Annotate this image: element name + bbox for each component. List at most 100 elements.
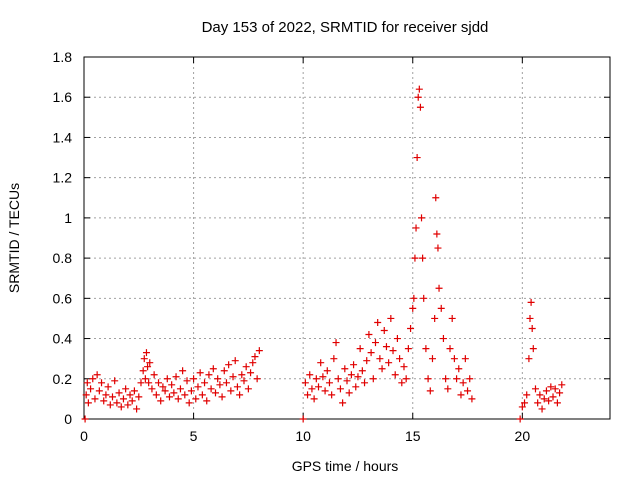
data-point [104,383,112,391]
data-point [247,369,255,377]
data-point [385,359,393,367]
data-point [343,377,351,385]
data-point [207,385,215,393]
data-point [428,355,436,363]
y-tick-label: 0.6 [53,290,73,306]
data-point [339,399,347,407]
data-point [459,379,467,387]
data-point [83,379,91,387]
data-point [91,395,99,403]
data-point [350,361,358,369]
data-point [545,397,553,405]
data-point [354,373,362,381]
data-point [310,395,318,403]
data-point [301,379,309,387]
data-point [115,389,123,397]
data-point [347,371,355,379]
data-point [409,304,417,312]
data-point [255,347,263,355]
data-point [144,363,152,371]
data-point [93,371,101,379]
data-point [404,345,412,353]
x-tick-label: 10 [295,428,311,444]
data-point [361,379,369,387]
data-point [102,391,110,399]
data-point [325,379,333,387]
data-point [308,385,316,393]
data-point [141,375,149,383]
data-point [410,294,418,302]
data-point [434,244,442,252]
data-point [176,385,184,393]
data-point [192,395,200,403]
data-point [165,393,173,401]
data-point [82,391,90,399]
data-point [516,415,524,423]
data-point [190,375,198,383]
data-point [446,345,454,353]
data-point [128,397,136,405]
data-point [529,345,537,353]
data-point [365,331,373,339]
data-point [448,314,456,322]
data-point [411,254,419,262]
data-point [378,365,386,373]
data-point [439,335,447,343]
data-point [330,355,338,363]
data-point [198,391,206,399]
data-point [214,375,222,383]
data-point [435,284,443,292]
data-point [371,339,379,347]
data-point [334,375,342,383]
data-point [222,379,230,387]
data-point [389,347,397,355]
data-point [426,387,434,395]
data-point [398,379,406,387]
data-point [455,365,463,373]
data-point [117,403,125,411]
data-point [369,375,377,383]
data-point [89,375,97,383]
data-points [81,85,566,423]
data-point [466,375,474,383]
data-point [218,393,226,401]
data-point [242,363,250,371]
y-tick-label: 1.6 [53,89,73,105]
data-point [367,349,375,357]
data-point [345,389,353,397]
data-point [323,367,331,375]
data-point [185,399,193,407]
data-point [122,385,130,393]
x-tick-label: 15 [405,428,421,444]
data-point [547,383,555,391]
data-point [100,397,108,405]
data-point [183,377,191,385]
data-point [536,391,544,399]
data-point [133,405,141,413]
data-point [238,371,246,379]
data-point [418,214,426,222]
data-point [525,355,533,363]
data-point [415,85,423,93]
data-point [126,391,134,399]
data-point [304,391,312,399]
data-point [551,385,559,393]
y-tick-label: 0.2 [53,371,73,387]
data-point [216,381,224,389]
data-point [321,387,329,395]
data-point [137,379,145,387]
data-point [135,393,143,401]
data-point [225,361,233,369]
y-axis-label: SRMTID / TECUs [6,183,22,293]
data-point [407,325,415,332]
data-point [194,383,202,391]
data-point [172,373,180,381]
data-point [328,391,336,399]
data-point [145,379,153,387]
y-tick-label: 1 [64,210,72,226]
data-point [341,365,349,373]
data-point [374,318,382,326]
data-point [233,383,241,391]
data-point [142,349,150,357]
data-point [387,314,395,322]
